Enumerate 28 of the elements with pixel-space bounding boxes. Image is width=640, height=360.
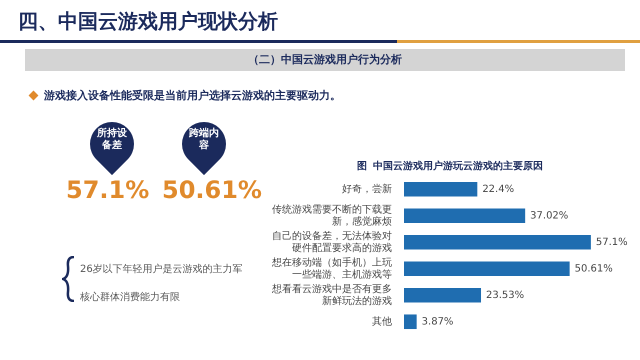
text: 跨端内容: [188, 128, 220, 152]
data-label: 22.4%: [482, 184, 514, 195]
y-tick-label: 自己的设备差，无法体验对硬件配置要求高的游戏: [272, 230, 392, 254]
data-label: 23.53%: [486, 290, 524, 301]
y-tick-label: 传统游戏需要不断的下载更新，感觉麻烦: [272, 204, 392, 228]
text: 57.1%: [66, 176, 150, 204]
y-tick-label: 其他: [372, 316, 392, 328]
bar: [404, 314, 417, 330]
y-tick-label: 想在移动端（如手机）上玩一些端游、主机游戏等: [271, 256, 392, 280]
chart-title: 图 中国云游戏用户游玩云游戏的主要原因: [357, 160, 543, 172]
y-tick-label: 好奇，尝新: [342, 183, 392, 195]
y-tick-label: 想看看云游戏中是否有更多新鲜玩法的游戏: [271, 283, 392, 307]
bar: [404, 182, 478, 197]
bar: [404, 288, 482, 303]
text: 50.61%: [162, 176, 262, 204]
data-label: 37.02%: [530, 210, 568, 222]
data-label: 50.61%: [574, 263, 613, 274]
text: 四、中国云游戏用户现状分析: [18, 8, 278, 35]
text: 所持设备差: [96, 128, 128, 152]
text: （二）中国云游戏用户行为分析: [25, 49, 625, 71]
data-label: 57.1%: [596, 236, 628, 248]
bar: [404, 234, 591, 250]
text: 游戏接入设备性能受限是当前用户选择云游戏的主要驱动力。: [44, 88, 341, 103]
text: 26岁以下年轻用户是云游戏的主力军: [80, 262, 243, 276]
bar: [404, 208, 526, 224]
text: 核心群体消费能力有限: [80, 290, 180, 304]
bar: [404, 261, 570, 276]
data-label: 3.87%: [422, 316, 454, 328]
